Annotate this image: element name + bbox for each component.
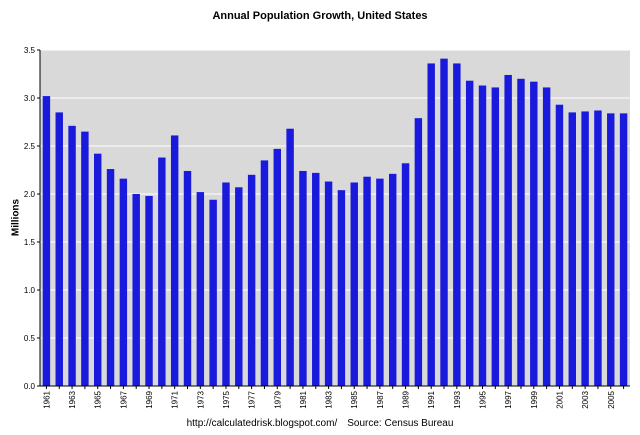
bar: [106, 169, 115, 386]
bar: [568, 112, 577, 387]
bar: [619, 113, 628, 387]
source-url[interactable]: http://calculatedrisk.blogspot.com/: [186, 418, 338, 429]
bar: [363, 176, 371, 386]
bar: [607, 113, 615, 387]
bar: [478, 85, 487, 387]
x-tick-label: 1967: [119, 390, 128, 408]
x-tick-label: 1989: [402, 390, 411, 408]
x-tick-label: 1975: [222, 390, 231, 408]
bar: [145, 195, 153, 386]
bar: [427, 63, 435, 386]
x-tick-label: 1995: [479, 390, 488, 408]
bar: [183, 170, 192, 386]
bar: [158, 157, 166, 386]
bar: [594, 110, 602, 386]
plot-area: [40, 50, 630, 386]
bar: [440, 58, 448, 386]
bar: [581, 111, 589, 386]
chart-title: Annual Population Growth, United States: [212, 10, 428, 22]
bar: [414, 118, 423, 386]
source-note: Source: Census Bureau: [347, 418, 454, 429]
bar: [388, 173, 397, 386]
bar: [517, 78, 525, 387]
x-tick-label: 1987: [376, 390, 385, 408]
x-tick-label: 2005: [607, 390, 616, 408]
bar: [312, 172, 320, 386]
x-tick-label: 1973: [196, 390, 205, 408]
bar: [235, 187, 243, 386]
y-tick-label: 0.0: [24, 382, 36, 391]
x-tick-label: 1961: [42, 390, 51, 408]
bar: [324, 181, 333, 386]
bar: [68, 125, 76, 386]
bar: [555, 104, 564, 386]
x-tick-label: 2003: [581, 390, 590, 408]
y-tick-label: 3.5: [24, 46, 36, 55]
bar: [119, 178, 128, 386]
bar: [209, 199, 217, 386]
bar: [170, 135, 179, 386]
x-tick-label: 2001: [555, 390, 564, 408]
bar: [196, 192, 205, 386]
x-tick-label: 1993: [453, 390, 462, 408]
bar: [286, 128, 294, 386]
bar: [260, 160, 269, 386]
bar: [376, 178, 384, 386]
x-tick-label: 1971: [171, 390, 180, 408]
x-tick-label: 1965: [94, 390, 103, 408]
x-tick-label: 1979: [273, 390, 282, 408]
bar: [401, 163, 410, 386]
x-tick-label: 1997: [504, 390, 513, 408]
bar: [247, 174, 256, 386]
y-tick-label: 2.0: [24, 190, 36, 199]
bar: [93, 153, 102, 386]
y-tick-label: 0.5: [24, 334, 36, 343]
bar: [465, 80, 474, 386]
bar: [222, 182, 230, 386]
bar: [55, 112, 63, 387]
bar: [530, 81, 538, 387]
chart-footer: http://calculatedrisk.blogspot.com/Sourc…: [0, 418, 640, 429]
bar: [299, 170, 307, 386]
y-tick-label: 2.5: [24, 142, 36, 151]
x-tick-label: 1983: [325, 390, 334, 408]
x-tick-label: 1999: [530, 390, 539, 408]
bar: [504, 74, 512, 387]
bar: [132, 194, 140, 386]
bar: [350, 182, 358, 386]
x-tick-label: 1981: [299, 390, 308, 408]
y-tick-label: 1.5: [24, 238, 36, 247]
x-tick-label: 1985: [350, 390, 359, 408]
x-tick-label: 1963: [68, 390, 77, 408]
bar: [42, 96, 51, 386]
x-tick-label: 1991: [427, 390, 436, 408]
bar: [491, 87, 500, 386]
y-tick-label: 1.0: [24, 286, 36, 295]
bar: [337, 190, 346, 386]
x-tick-label: 1969: [145, 390, 154, 408]
bar: [81, 131, 89, 386]
bar: [453, 63, 461, 386]
bar: [273, 148, 282, 386]
x-tick-label: 1977: [248, 390, 257, 408]
y-tick-label: 3.0: [24, 94, 36, 103]
bar: [542, 87, 551, 386]
